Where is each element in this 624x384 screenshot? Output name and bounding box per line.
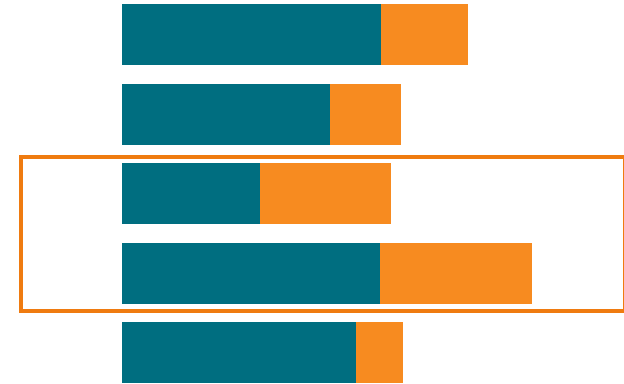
bar-row-1-segment-1 (122, 4, 381, 65)
bar-row-3-segment-1 (122, 163, 260, 224)
bar-row-4-segment-2 (380, 243, 532, 304)
bar-row-3-segment-2 (260, 163, 391, 224)
bars-layer (122, 4, 532, 383)
bar-row-4-segment-1 (122, 243, 380, 304)
bar-row-2-segment-2 (330, 84, 401, 145)
bar-row-5-segment-1 (122, 322, 356, 383)
bar-row-1-segment-2 (381, 4, 468, 65)
highlight-layer (19, 155, 624, 313)
highlight-frame (19, 155, 624, 313)
bar-row-2-segment-1 (122, 84, 330, 145)
bar-row-5-segment-2 (356, 322, 403, 383)
